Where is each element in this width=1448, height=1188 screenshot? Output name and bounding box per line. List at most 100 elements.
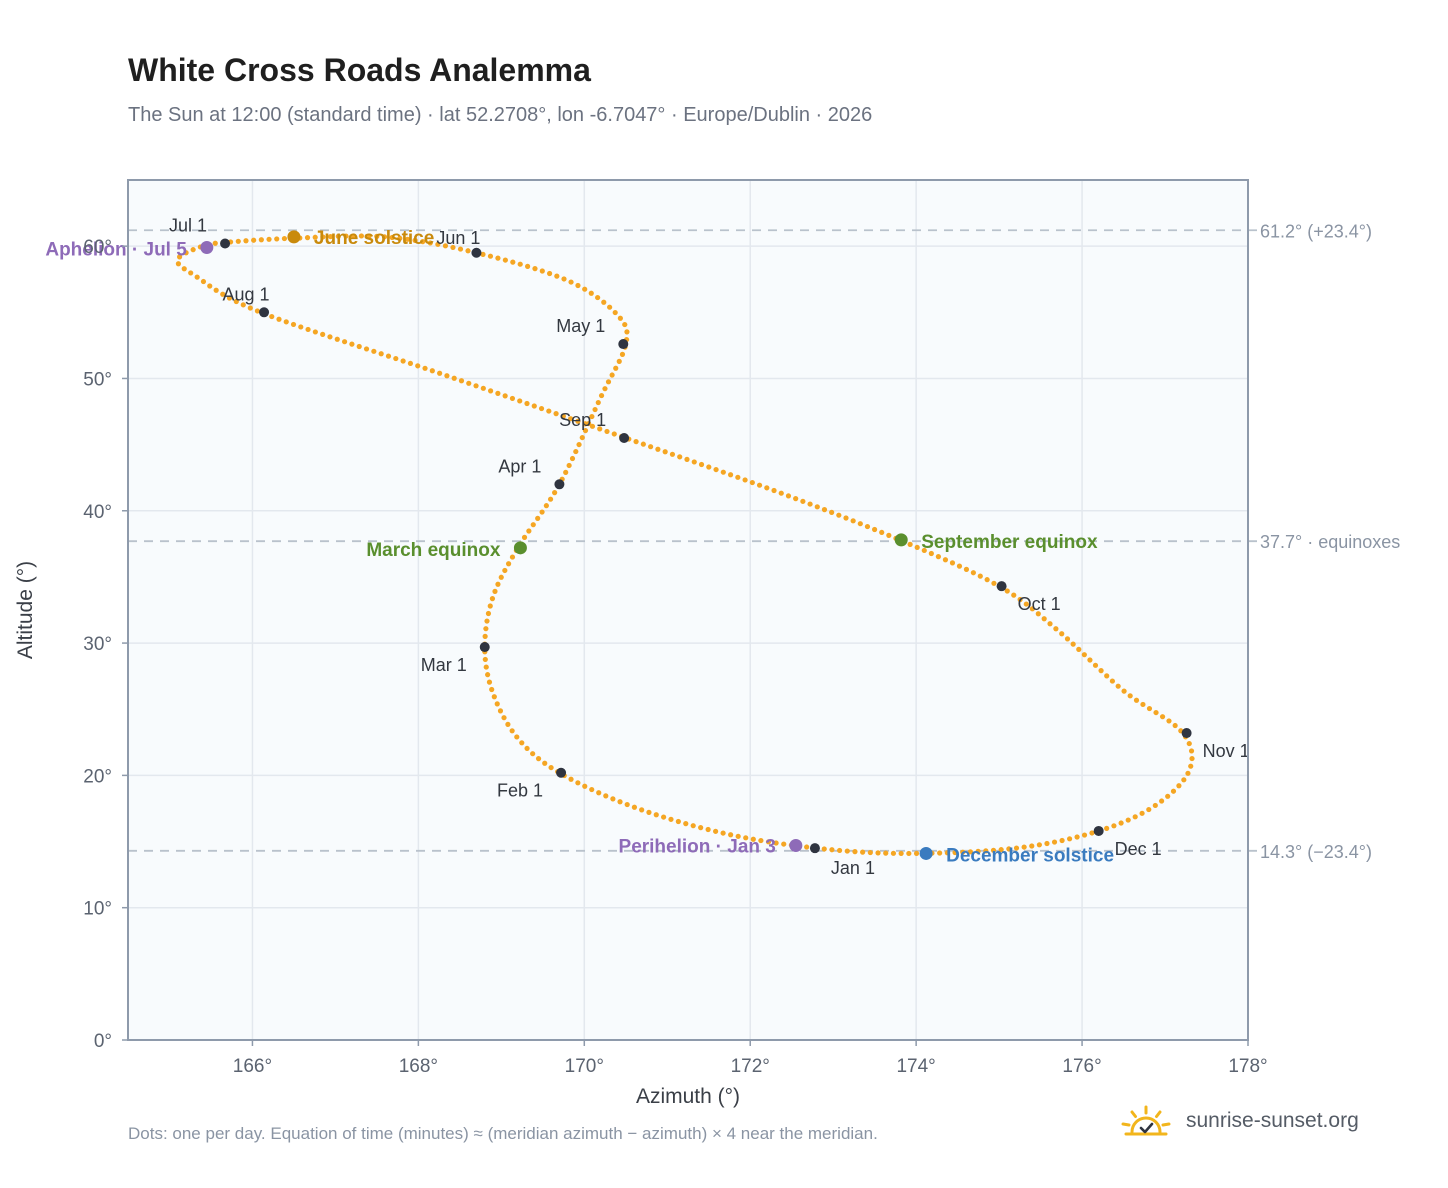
daily-dot [575,418,581,424]
event-label: Perihelion · Jan 3 [619,837,776,858]
daily-dot [1185,770,1191,776]
y-tick-label: 20° [83,766,112,787]
daily-dot [243,238,249,244]
daily-dot [765,839,772,845]
daily-dot [492,588,498,594]
daily-dot [793,496,799,502]
daily-dot [1021,844,1027,850]
daily-dot [1070,641,1076,647]
daily-dot [283,319,289,325]
daily-dot [415,363,421,369]
daily-dot [655,446,661,452]
event-label: December solstice [946,845,1114,866]
month-marker [996,581,1007,592]
month-marker [259,307,270,318]
daily-dot [312,234,318,240]
daily-dot [756,482,763,488]
daily-dot [427,240,433,246]
daily-dot [385,353,392,359]
daily-dot [612,309,618,316]
daily-dot [458,378,465,384]
daily-dot [852,849,858,855]
daily-dot [867,849,873,856]
daily-dot [495,255,501,261]
daily-dot [773,840,779,846]
daily-dot [335,233,341,239]
daily-dot [705,826,711,833]
daily-dot [502,257,508,263]
daily-dot [548,764,554,771]
daily-dot [1170,788,1177,794]
daily-dot [597,426,603,432]
daily-dot [400,358,406,364]
daily-dot [435,241,441,247]
daily-dot [412,237,418,243]
daily-dot [749,479,755,486]
daily-dot [990,847,997,853]
event-marker [513,541,527,555]
daily-dot [970,570,976,576]
brand-logo[interactable]: sunrise-sunset.org [1120,1104,1359,1138]
daily-dot [1121,688,1127,694]
daily-dot [381,234,388,240]
daily-dot [610,796,616,802]
daily-dot [240,302,246,308]
daily-dot [1074,834,1080,840]
daily-dot [1181,777,1187,783]
daily-dot [1029,843,1035,849]
daily-dot [1133,697,1140,703]
daily-dot [535,515,541,521]
daily-dot [501,715,507,721]
daily-dot [465,248,471,254]
daily-dot [668,816,674,822]
x-tick-label: 170° [565,1056,604,1077]
daily-dot [269,313,275,320]
daily-dot [661,814,667,820]
daily-dot [619,351,626,357]
daily-dot [547,496,554,502]
month-label: Mar 1 [421,655,467,675]
plot-area [128,180,1248,1040]
daily-dot [351,233,357,239]
daily-dot [921,547,927,554]
daily-dot [539,509,545,515]
event-markers: June solstice December solstice March equi… [45,228,1114,867]
daily-dot [1115,683,1121,689]
daily-dot [886,532,892,538]
daily-dot [1104,825,1110,831]
daily-dot [485,672,491,678]
daily-dot [266,236,272,242]
daily-dot [898,850,904,857]
daily-dot [595,294,601,301]
event-label: March equinox [366,540,501,561]
month-marker [1181,728,1192,739]
daily-dot [542,760,548,766]
daily-dot [450,244,456,251]
daily-dot [778,490,784,496]
event-marker [287,230,301,244]
chart-title: White Cross Roads Analemma [128,52,591,88]
daily-dot [758,837,764,844]
daily-dot [497,708,504,714]
daily-dot [569,455,576,462]
daily-dot [457,246,464,252]
daily-dot [1139,810,1145,816]
daily-dot [963,566,970,572]
daily-dot [494,701,500,707]
daily-dot [482,633,488,639]
daily-dot [552,490,558,496]
daily-dot [1188,763,1194,769]
plot-frame [127,179,1249,1041]
chart-subtitle: The Sun at 12:00 (standard time) · lat 5… [128,104,873,126]
daily-dot [483,626,489,632]
y-tick-label: 60° [83,237,112,258]
daily-dot [836,512,842,518]
daily-dot [1081,832,1088,838]
daily-dot [176,254,183,260]
daily-dot [190,247,196,253]
daily-dot [480,385,486,391]
daily-dot [181,266,187,272]
daily-dot [836,847,843,854]
daily-dot [1011,592,1017,598]
daily-dot [358,233,365,239]
